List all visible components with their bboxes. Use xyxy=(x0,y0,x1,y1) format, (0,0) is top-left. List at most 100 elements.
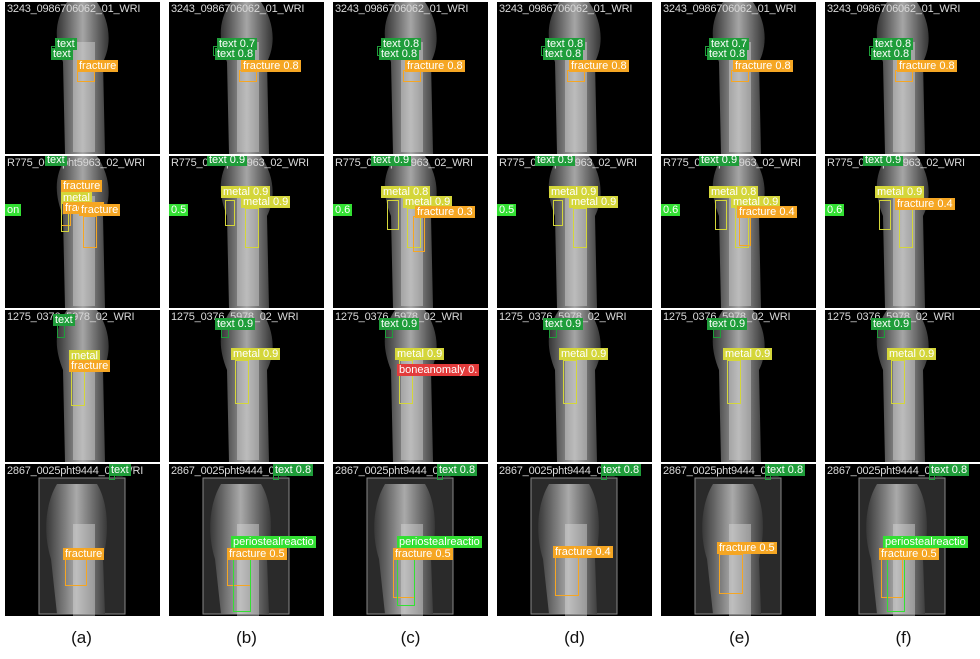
xray-tile: 2867_0025pht9444_01_WRI text 0.8 fracture … xyxy=(661,464,816,616)
xray-tile: 3243_0986706062_01_WRI text 0.7 text 0.8 fr… xyxy=(169,2,324,154)
detection-label: fracture xyxy=(63,548,105,560)
detection-label: fracture xyxy=(69,360,111,372)
detection-label: text 0.8 xyxy=(707,48,748,60)
xray-tile: 1275_0376_5978_02_WRI text 0.9 metal 0.9 bo… xyxy=(333,310,488,462)
detection-box xyxy=(719,554,743,594)
detection-label: fracture 0.3 xyxy=(415,206,475,218)
detection-box xyxy=(65,558,87,586)
bone-shaft xyxy=(729,350,751,460)
xray-tile: R775_0097pht5963_02_WRI text on fracture met… xyxy=(5,156,160,308)
detection-label: text 0.8 xyxy=(601,464,642,476)
detection-label: text xyxy=(55,38,77,50)
xray-tile: 2867_0025pht9444_01_WRI text 0.8 fracture … xyxy=(497,464,652,616)
detection-label: text 0.9 xyxy=(707,318,748,330)
detection-label: text xyxy=(51,48,73,60)
xray-tile: 1275_0376_5978_02_WRI text 0.9 metal 0.9 xyxy=(825,310,980,462)
caption-c: (c) xyxy=(400,628,421,647)
detection-label: metal xyxy=(61,192,92,204)
detection-label: text 0.9 xyxy=(543,318,584,330)
detection-label: metal 0.9 xyxy=(549,186,599,198)
xray-tile: 2867_0025pht9444_01_WRI text 0.8 periostea… xyxy=(825,464,980,616)
detection-label: 0.6 xyxy=(661,204,681,216)
detection-label: metal 0.9 xyxy=(731,196,781,208)
detection-label: fracture xyxy=(79,204,121,216)
caption-f: (f) xyxy=(895,628,912,647)
xray-tile: 2867_0025pht9444_01_WRI text fracture xyxy=(5,464,160,616)
detection-box xyxy=(739,216,751,246)
image-filename: 1275_0376_5978_02_WRI xyxy=(827,311,955,323)
detection-label: 0.6 xyxy=(333,204,353,216)
caption-b: (b) xyxy=(236,628,257,647)
detection-box xyxy=(879,200,891,230)
image-filename: 3243_0986706062_01_WRI xyxy=(171,3,305,15)
detection-label: fracture 0.8 xyxy=(405,60,465,72)
xray-image xyxy=(56,310,109,462)
detection-box xyxy=(245,208,259,248)
detection-label: metal 0.9 xyxy=(231,348,281,360)
detection-label: text 0.9 xyxy=(371,156,412,166)
detection-box xyxy=(235,360,249,404)
detection-box xyxy=(563,360,577,404)
caption-a: (a) xyxy=(71,628,92,647)
xray-tile: 1275_0376_5978_02_WRItextmetalfracture xyxy=(5,310,160,462)
xray-tile: 1275_0376_5978_02_WRI text 0.9 metal 0.9 xyxy=(661,310,816,462)
detection-label: text 0.7 xyxy=(217,38,258,50)
image-filename: 3243_0986706062_01_WRI xyxy=(335,3,469,15)
detection-label: fracture 0.8 xyxy=(733,60,793,72)
caption-d: (d) xyxy=(564,628,585,647)
detection-box xyxy=(727,360,741,404)
detection-box xyxy=(899,208,913,248)
detection-label: text 0.8 xyxy=(379,48,420,60)
detection-label: metal 0.9 xyxy=(221,186,271,198)
xray-tile: 1275_0376_5978_02_WRI text 0.9 metal 0.9 xyxy=(497,310,652,462)
detection-box xyxy=(553,200,563,226)
bone-shaft xyxy=(729,196,751,306)
bone-shaft xyxy=(73,42,95,152)
detection-label: periostealreactio xyxy=(883,536,968,548)
detection-box xyxy=(83,216,97,248)
xray-tile: 2867_0025pht9444_01_WRI text 0.8 periostea… xyxy=(169,464,324,616)
detection-label: fracture 0.8 xyxy=(569,60,629,72)
detection-label: metal 0.8 xyxy=(709,186,759,198)
image-filename: 1275_0376_5978_02_WRI xyxy=(335,311,463,323)
bone-shaft xyxy=(565,350,587,460)
detection-label: text 0.9 xyxy=(871,318,912,330)
detection-label: text 0.8 xyxy=(929,464,970,476)
bone-shaft xyxy=(401,196,423,306)
image-filename: 3243_0986706062_01_WRI xyxy=(7,3,141,15)
detection-label: text xyxy=(109,464,131,476)
detection-label: text 0.8 xyxy=(543,48,584,60)
bone-shaft xyxy=(401,350,423,460)
detection-label: 0.5 xyxy=(497,204,517,216)
detection-label: metal 0.9 xyxy=(395,348,445,360)
image-filename: 1275_0376_5978_02_WRI xyxy=(663,311,791,323)
bone-shaft xyxy=(893,196,915,306)
detection-box xyxy=(225,200,235,226)
xray-image xyxy=(38,477,126,616)
detection-box xyxy=(573,208,587,248)
detection-label: fracture 0.4 xyxy=(895,198,955,210)
detection-box xyxy=(387,200,399,230)
image-filename: 1275_0376_5978_02_WRI xyxy=(171,311,299,323)
xray-tile: 3243_0986706062_01_WRI text 0.8 text 0.8 fr… xyxy=(825,2,980,154)
detection-box xyxy=(891,360,905,404)
detection-label: text 0.9 xyxy=(207,156,248,166)
detection-label: text 0.8 xyxy=(215,48,256,60)
xray-tile: 3243_0986706062_01_WRI text 0.8 text 0.8 fr… xyxy=(497,2,652,154)
bone-shaft xyxy=(893,350,915,460)
detection-label: metal 0.9 xyxy=(241,196,291,208)
detection-label: periostealreactio xyxy=(231,536,316,548)
bone-shaft xyxy=(237,350,259,460)
detection-label: metal xyxy=(69,350,100,362)
detection-label: metal 0.9 xyxy=(403,196,453,208)
detection-label: 0.5 xyxy=(169,204,189,216)
detection-label: text 0.8 xyxy=(437,464,478,476)
xray-tile: 3243_0986706062_01_WRI text 0.7 text 0.8 fr… xyxy=(661,2,816,154)
detection-label: text xyxy=(53,314,75,326)
bone-shaft xyxy=(73,196,95,306)
caption-e: (e) xyxy=(729,628,750,647)
